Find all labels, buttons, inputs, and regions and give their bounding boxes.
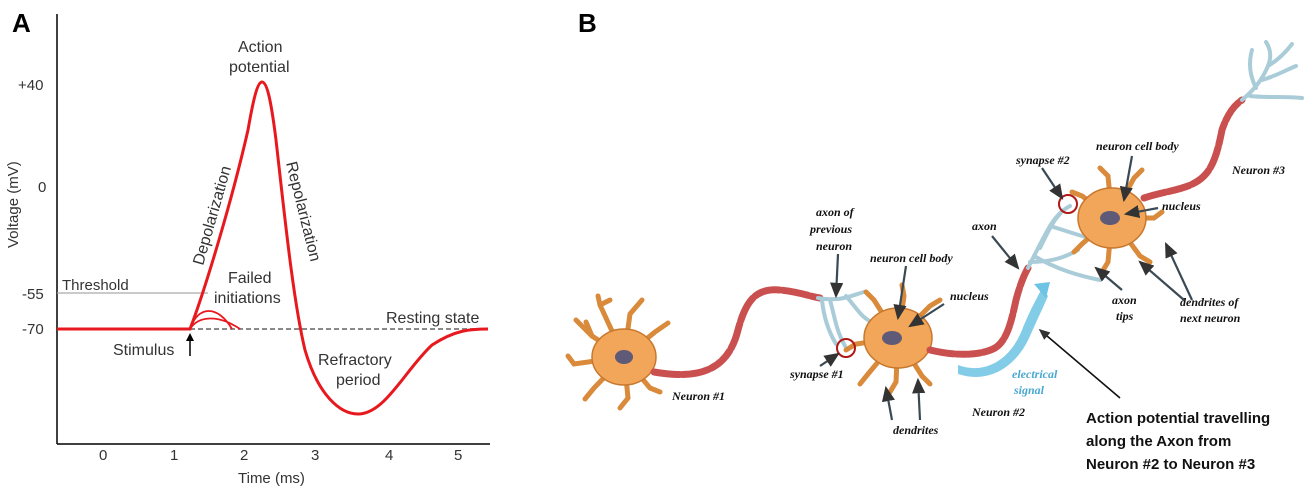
x-tick-label: 2	[240, 447, 248, 464]
neuron-2-cell-body-label: neuron cell body	[870, 251, 953, 265]
next-neuron-dendrites-label-line2: next neuron	[1180, 311, 1241, 325]
neuron-2-nucleus	[882, 331, 902, 345]
neuron-2-axon	[926, 264, 1032, 358]
neuron-3-axon-tips	[1240, 40, 1304, 102]
x-tick-label: 0	[99, 447, 107, 464]
electrical-signal-arrow	[958, 282, 1050, 377]
axon-of-previous-neuron-label-line3: neuron	[816, 239, 852, 253]
x-tick-label: 3	[311, 447, 319, 464]
x-axis-title: Time (ms)	[238, 470, 305, 487]
neuron-3-axon	[1140, 96, 1246, 202]
caption-pointer-arrow	[1038, 328, 1121, 399]
x-tick-label: 4	[385, 447, 393, 464]
caption-line-2: along the Axon from	[1086, 433, 1231, 450]
synapse-2-label: synapse #2	[1015, 153, 1070, 167]
neuron-2-nucleus-label: nucleus	[950, 289, 989, 303]
caption-line-3: Neuron #2 to Neuron #3	[1086, 456, 1255, 473]
axon-of-previous-neuron-label-line1: axon of	[816, 205, 855, 219]
stimulus-arrow-head	[186, 333, 194, 341]
neuron-3-cell-body-label: neuron cell body	[1096, 139, 1179, 153]
refractory-period-label-line2: period	[336, 372, 380, 389]
y-tick-label: -55	[22, 286, 44, 303]
failed-initiation-curve-2	[189, 317, 241, 330]
resting-state-label: Resting state	[386, 310, 479, 327]
electrical-signal-label-line2: signal	[1013, 383, 1045, 397]
neuron-3	[1069, 40, 1304, 275]
y-tick-label: 0	[38, 179, 46, 196]
neuron-1-label: Neuron #1	[671, 389, 725, 403]
axon-label: axon	[972, 219, 997, 233]
failed-initiations-label-line1: Failed	[228, 270, 272, 287]
caption-line-1: Action potential travelling	[1086, 410, 1270, 427]
refractory-period-label-line1: Refractory	[318, 352, 392, 369]
neuron-1-axon	[650, 286, 824, 379]
neuron-3-nucleus	[1100, 211, 1120, 225]
neuron-diagram: axon of previous neuron neuron cell body…	[565, 40, 1304, 473]
y-axis-title: Voltage (mV)	[5, 161, 22, 248]
y-tick-label: -70	[22, 321, 44, 338]
action-potential-label-line1: Action	[238, 39, 282, 56]
axon-of-previous-neuron-label-line2: previous	[809, 222, 852, 236]
axon-tips-label-line2: tips	[1116, 309, 1134, 323]
threshold-label: Threshold	[62, 277, 129, 294]
action-potential-chart: Threshold Resting state Stimulus +40 0 -…	[5, 14, 490, 487]
action-potential-label-line2: potential	[229, 59, 290, 76]
neuron-1	[565, 286, 824, 411]
action-potential-trace	[57, 80, 489, 416]
label-pointer-arrows	[819, 155, 1193, 421]
panel-b-letter: B	[578, 8, 597, 38]
stimulus-label: Stimulus	[113, 342, 174, 359]
neuron-2-label: Neuron #2	[971, 405, 1025, 419]
depolarization-label: Depolarization	[191, 164, 236, 267]
axon-tips-label-line1: axon	[1112, 293, 1137, 307]
x-tick-label: 1	[170, 447, 178, 464]
x-tick-label: 5	[454, 447, 462, 464]
next-neuron-dendrites-label-line1: dendrites of	[1180, 295, 1239, 309]
synapse-1-circle	[836, 338, 856, 358]
y-tick-label: +40	[18, 77, 43, 94]
failed-initiations-label-line2: initiations	[214, 290, 281, 307]
synapse-1-label: synapse #1	[789, 367, 844, 381]
dendrites-label: dendrites	[893, 423, 939, 437]
neuron-1-nucleus	[615, 350, 633, 364]
neuron-3-label: Neuron #3	[1231, 163, 1285, 177]
neuron-2	[843, 264, 1032, 395]
electrical-signal-label-line1: electrical	[1012, 367, 1058, 381]
synapse-2-circle	[1058, 194, 1078, 214]
panel-a-letter: A	[12, 8, 31, 38]
neuron-3-nucleus-label: nucleus	[1162, 199, 1201, 213]
